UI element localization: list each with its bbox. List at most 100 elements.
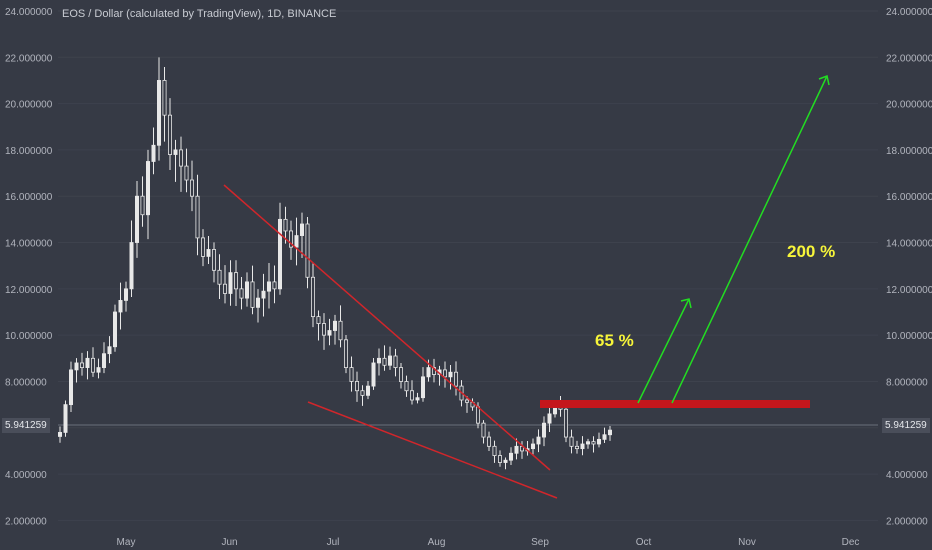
candle-body [426,367,431,378]
y-tick-label-left: 20.000000 [5,100,53,111]
small-target-label: 65 % [595,331,634,350]
candle-body [497,455,502,463]
candle-body [349,367,354,382]
y-tick-label-right: 12.000000 [886,285,932,296]
candle-body [464,399,469,403]
candle-body [305,223,310,278]
y-tick-label-right: 14.000000 [886,239,932,250]
x-tick-label: Nov [738,537,756,548]
candle-body [80,362,85,368]
candle-body [288,230,293,248]
y-tick-label-left: 14.000000 [5,239,53,250]
y-tick-label-left: 12.000000 [5,285,53,296]
candle-body [597,438,602,445]
candle-body [420,376,425,399]
y-tick-label-left: 4.000000 [5,470,47,481]
candle-body [233,272,238,290]
candle-body [63,404,68,433]
candle-body [151,144,156,162]
candle-body [58,432,63,437]
candle-body [228,272,233,294]
candle-body [69,369,74,406]
trendlines [223,184,810,499]
y-tick-label-right: 2.000000 [886,516,928,527]
candle-body [184,165,189,181]
candle-body [354,381,359,392]
candle-body [591,441,596,445]
candle-body [189,179,194,197]
candle-body [261,290,266,299]
candle-body [91,357,96,373]
candle-body [536,436,541,445]
candle-body [586,441,591,445]
x-axis: May Jun Jul Aug Sep Oct Nov Dec [117,537,860,548]
small-arrow-head [680,298,692,309]
y-tick-label-left: 16.000000 [5,192,53,203]
candle-body [200,237,205,257]
current-price-tag-left: 5.941259 [2,418,50,433]
y-tick-label-right: 18.000000 [886,146,932,157]
candle-body [102,353,107,368]
candle-body [162,80,167,116]
x-tick-label: May [117,537,136,548]
x-tick-label: Aug [428,537,446,548]
candle-body [211,249,216,271]
candle-body [195,195,200,239]
candle-body [272,281,277,290]
candle-body [156,80,161,146]
candle-body [167,114,172,155]
candle-body [564,408,569,438]
candle-body [239,288,244,299]
y-tick-label-left: 10.000000 [5,331,53,342]
candle-body [266,281,271,292]
candle-body [442,369,447,378]
y-tick-label-left: 18.000000 [5,146,53,157]
y-axis-left: 2.0000004.0000006.0000008.00000010.00000… [5,7,53,527]
x-tick-label: Dec [842,537,860,548]
candle-body [124,288,129,301]
y-tick-label-left: 22.000000 [5,53,53,64]
lower-trendline [307,401,558,499]
candle-body [608,429,613,436]
candle-body [486,436,491,447]
y-axis-right: 2.0000004.0000006.0000008.00000010.00000… [886,7,932,527]
candle-body [503,459,508,463]
candle-body [316,316,321,324]
candle-body [575,445,580,450]
candle-body [382,357,387,366]
x-tick-label: Jul [327,537,340,548]
y-tick-label-right: 16.000000 [886,192,932,203]
y-tick-label-right: 24.000000 [886,7,932,18]
candle-body [475,406,480,424]
candle-body [145,161,150,216]
x-tick-label: Sep [531,537,549,548]
candle-body [206,249,211,257]
candle-body [360,390,365,396]
candle-body [547,413,552,424]
big-arrow-head [818,74,830,86]
candle-body [321,323,326,336]
candle-body [299,223,304,236]
chart-title: EOS / Dollar (calculated by TradingView)… [62,8,337,20]
x-tick-label: Jun [221,537,237,548]
big-target-label: 200 % [787,242,836,261]
candle-body [294,235,299,248]
candle-body [113,311,118,348]
candle-body [96,367,101,373]
candle-body [327,330,332,336]
candle-body [255,297,260,308]
grid-lines [58,10,878,521]
candle-body [338,320,343,341]
candle-body [431,367,436,375]
candles [58,57,613,470]
candle-body [74,362,79,371]
upper-trendline [223,184,551,471]
candle-body [332,320,337,331]
candle-body [508,452,513,461]
candle-body [244,281,249,299]
candle-body [134,195,139,243]
candle-body [569,436,574,447]
candle-body [277,218,282,290]
candle-body [481,422,486,438]
